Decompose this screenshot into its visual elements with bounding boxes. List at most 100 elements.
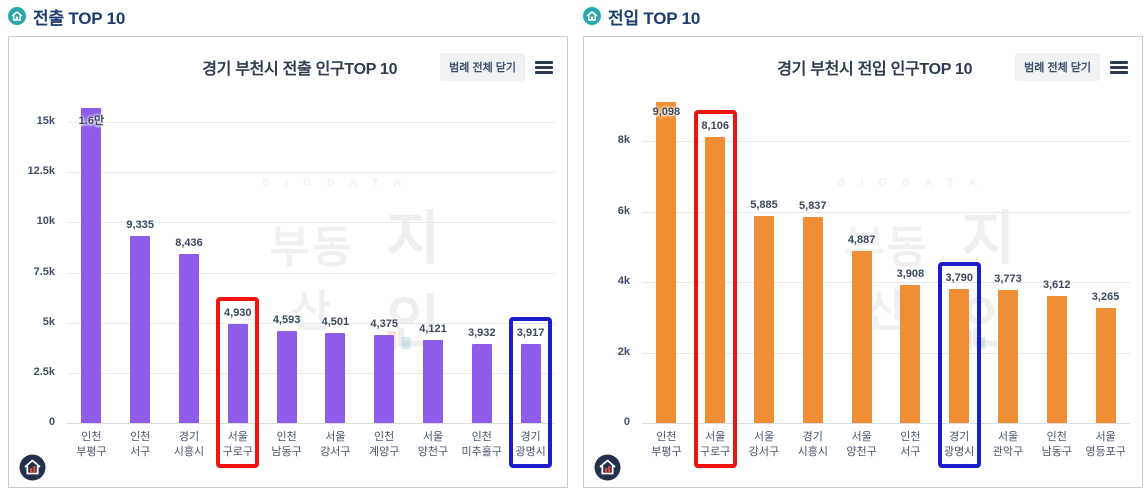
bar[interactable]	[949, 289, 970, 423]
bar-value-label: 4,501	[321, 316, 350, 328]
movein-section-header: 전입 TOP 10	[583, 2, 1143, 30]
gridline	[642, 282, 1130, 283]
bar[interactable]	[374, 335, 395, 423]
bar-value-label: 4,887	[847, 234, 876, 246]
bar-value-label: 4,375	[370, 318, 398, 330]
house-icon	[8, 7, 26, 25]
x-tick-label: 서울 강서구	[748, 431, 780, 458]
bar-value-label: 3,612	[1043, 279, 1071, 291]
bar[interactable]	[997, 290, 1018, 423]
bar-value-label: 1.6만	[78, 115, 105, 127]
bar[interactable]	[471, 344, 492, 423]
bar[interactable]	[520, 344, 541, 423]
y-tick-label: 10k	[36, 215, 55, 228]
legend-toggle-button[interactable]: 범례 전체 닫기	[1015, 53, 1100, 81]
bar-column: 3,908 인천 서구	[886, 101, 935, 458]
highlight-box	[693, 110, 737, 468]
bar-value-label: 3,917	[516, 327, 545, 339]
bar[interactable]	[422, 340, 443, 423]
bar-column: 4,593 인천 남동구	[262, 101, 311, 458]
gridline	[67, 122, 555, 124]
x-tick-label: 서울 구로구	[222, 431, 253, 458]
bar[interactable]	[130, 236, 151, 423]
bar-value-label: 9,098	[652, 106, 681, 118]
bar-value-label: 4,121	[419, 323, 447, 335]
y-tick-label: 2k	[617, 345, 630, 358]
moveout-section-header: 전출 TOP 10	[8, 2, 568, 30]
bar-column: 8,106 서울 구로구	[691, 101, 740, 468]
y-tick-label: 8k	[617, 134, 630, 146]
bar[interactable]	[178, 254, 199, 423]
x-tick-label: 인천 부평구	[651, 431, 682, 458]
bar-columns: 9,098 인천 부평구 8,106 서울 구로구 5,885 서울 강서구 5,837 경기 시흥시…	[642, 101, 1130, 468]
bar-value-label: 3,790	[945, 272, 973, 284]
bar-column: 3,790 경기 광명시	[935, 101, 984, 468]
bar[interactable]	[1095, 308, 1116, 423]
bar-column: 4,930 서울 구로구	[213, 101, 262, 468]
x-tick-label: 인천 서구	[900, 431, 921, 458]
bar[interactable]	[851, 251, 872, 423]
gridline	[642, 352, 1130, 354]
y-axis: 0 2.5k 5k 7.5k 10k 12.5k 15k	[9, 101, 63, 428]
hamburger-menu-icon[interactable]	[535, 60, 553, 74]
plot-area: B I G D A T A 부동산 지인 9,098 인천 부평구 8,106 서울 구로…	[642, 101, 1130, 468]
bar-column: 9,335 인천 서구	[116, 101, 165, 458]
bar[interactable]	[1046, 296, 1067, 423]
legend-toggle-button[interactable]: 범례 전체 닫기	[440, 53, 525, 81]
bar[interactable]	[705, 137, 726, 423]
y-tick-label: 6k	[617, 204, 630, 217]
bar-column: 9,098 인천 부평구	[642, 101, 691, 458]
y-tick-label: 2.5k	[33, 365, 55, 378]
y-tick-label: 4k	[617, 275, 630, 287]
bar[interactable]	[900, 285, 921, 423]
bar[interactable]	[81, 108, 102, 423]
x-tick-label: 경기 광명시	[515, 431, 546, 458]
x-tick-label: 서울 양천구	[846, 431, 877, 458]
bar-column: 3,265 서울 영등포구	[1081, 101, 1130, 458]
chart-header: 경기 부천시 전입 인구TOP 10 범례 전체 닫기	[584, 51, 1142, 83]
bar-value-label: 5,885	[750, 199, 778, 211]
bar-column: 3,932 인천 미추홀구	[457, 101, 506, 458]
bar-chart-movein: 0 2k 4k 6k 8k B I G D A T A 부동산 지인 9,098 인천 부평…	[584, 101, 1130, 479]
y-tick-label: 0	[623, 416, 630, 428]
x-tick-label: 인천 남동구	[1041, 431, 1072, 458]
y-tick-label: 15k	[36, 115, 55, 128]
gridline	[67, 372, 555, 374]
bar-column: 4,887 서울 양천구	[837, 101, 886, 458]
bar[interactable]	[656, 102, 677, 423]
bar-column: 8,436 경기 시흥시	[165, 101, 214, 458]
x-tick-label: 경기 시흥시	[173, 431, 205, 458]
bar-column: 1.6만 인천 부평구	[67, 101, 116, 458]
bar[interactable]	[325, 333, 346, 423]
bar-columns: 1.6만 인천 부평구 9,335 인천 서구 8,436 경기 시흥시 4,930 서울 구로구 4,…	[67, 101, 555, 468]
chart-title: 경기 부천시 전입 인구TOP 10	[777, 61, 973, 78]
bar-value-label: 4,593	[272, 314, 301, 326]
bar-value-label: 3,908	[896, 268, 925, 280]
bar-value-label: 3,932	[468, 327, 496, 339]
gridline	[67, 222, 555, 224]
chart-header: 경기 부천시 전출 인구TOP 10 범례 전체 닫기	[9, 51, 567, 83]
bar[interactable]	[227, 324, 248, 423]
gridline	[67, 272, 555, 274]
x-tick-label: 인천 서구	[130, 431, 151, 458]
x-tick-label: 인천 계양구	[368, 431, 400, 458]
bar-column: 4,121 서울 양천구	[409, 101, 458, 458]
gridline	[642, 141, 1130, 142]
bar[interactable]	[276, 331, 297, 423]
highlight-box	[216, 297, 260, 468]
bar-column: 5,885 서울 강서구	[740, 101, 789, 458]
x-tick-label: 서울 영등포구	[1085, 431, 1126, 458]
x-tick-label: 경기 시흥시	[797, 431, 828, 458]
hamburger-menu-icon[interactable]	[1110, 60, 1128, 74]
bar-value-label: 4,930	[224, 307, 252, 319]
bar[interactable]	[753, 216, 774, 423]
bar-column: 3,612 인천 남동구	[1032, 101, 1081, 458]
moveout-section: 전출 TOP 10 경기 부천시 전출 인구TOP 10 범례 전체 닫기 0 2…	[8, 2, 568, 488]
bar-value-label: 8,106	[701, 120, 729, 132]
house-chart-logo	[19, 454, 46, 481]
gridline	[642, 211, 1130, 213]
x-tick-label: 서울 관악구	[992, 431, 1024, 458]
bar[interactable]	[802, 217, 823, 423]
x-tick-label: 서울 양천구	[417, 431, 449, 458]
bar-column: 3,773 서울 관악구	[984, 101, 1033, 458]
